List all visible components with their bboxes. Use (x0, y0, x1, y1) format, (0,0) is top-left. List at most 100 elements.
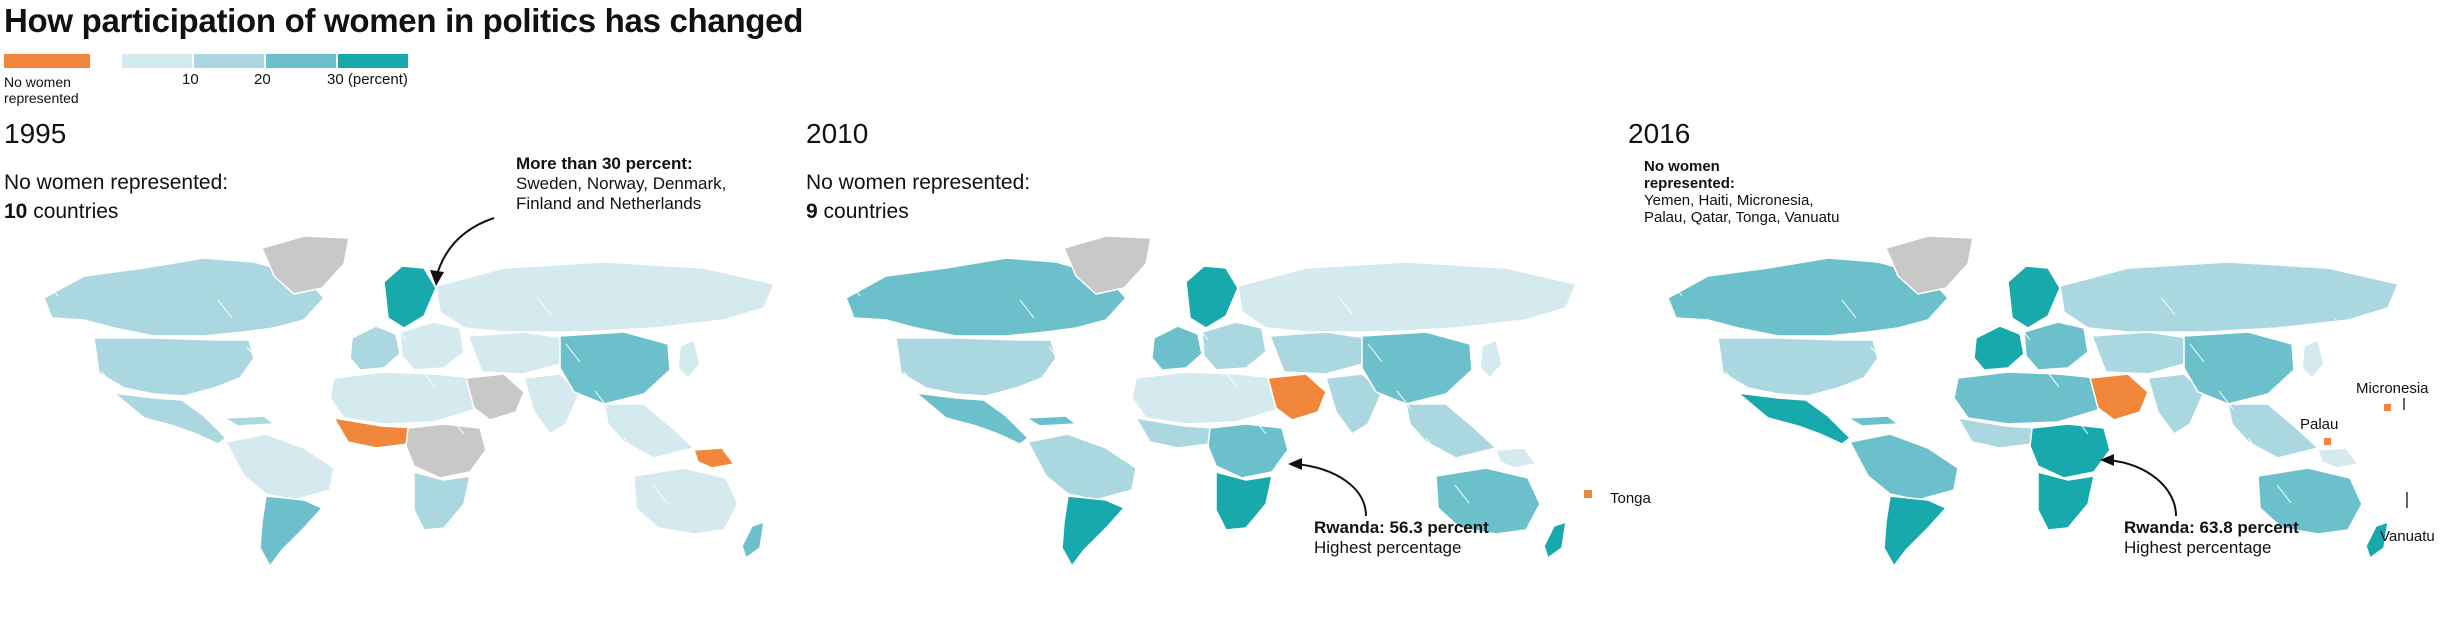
border-line (2073, 415, 2089, 435)
legend-swatch-0-10 (122, 54, 192, 68)
island-label-micronesia: Micronesia (2356, 380, 2429, 397)
region-china-2016 (2183, 331, 2295, 405)
region-cafrica-1995 (405, 423, 487, 479)
border-line (478, 462, 494, 482)
legend-swatch-30-plus (338, 54, 408, 68)
border-line (304, 440, 320, 460)
marker-micronesia (2384, 404, 2391, 411)
border-line (159, 465, 175, 485)
border-line (1754, 418, 1770, 438)
border-line (1396, 390, 1412, 410)
region-usa-2016 (1717, 337, 1879, 397)
border-line (217, 299, 233, 319)
border-line (507, 509, 523, 529)
region-china-2010 (1361, 331, 1473, 405)
region-scand-2010 (1185, 265, 1239, 329)
border-line (2102, 462, 2118, 482)
border-line (903, 371, 919, 391)
region-russia-1995 (435, 261, 776, 333)
island-label-tonga: Tonga (1610, 490, 1651, 507)
region-nafrica-1995 (329, 371, 475, 425)
panel-2010: 2010 No women represented: 9 countries T… (806, 118, 1651, 638)
region-png-2010 (1494, 447, 1538, 469)
summary-head-2016-line1: No women (1644, 158, 1720, 175)
border-line (739, 365, 755, 385)
marker-palau (2324, 438, 2331, 445)
border-line (246, 346, 262, 366)
border-line (845, 277, 861, 297)
border-line (2276, 484, 2292, 504)
region-png-1995 (692, 447, 736, 469)
region-seasia-1995 (603, 403, 696, 459)
region-weu-2016 (1973, 325, 2025, 371)
region-eeu-2016 (2023, 321, 2089, 371)
legend-swatch-no-women (4, 54, 90, 68)
region-na-north-2016 (1667, 257, 1950, 337)
border-line (652, 484, 668, 504)
legend-tick-30: 30 (percent) (327, 71, 408, 88)
world-map-2016 (1667, 235, 2400, 568)
border-line (1672, 412, 1688, 432)
border-line (275, 393, 291, 413)
border-line (1512, 318, 1528, 338)
region-carib-2010 (1023, 415, 1079, 427)
region-sa-north-1995 (224, 433, 335, 501)
legend-tick-20: 20 (254, 71, 271, 88)
region-sa-south-2010 (1061, 495, 1126, 568)
island-markers-2016 (2324, 398, 2408, 508)
border-line (1783, 465, 1799, 485)
arrow-2010 (1288, 458, 1367, 517)
annotation-head-2010: Rwanda: 56.3 percent (1314, 518, 1489, 537)
region-weu-1995 (349, 325, 401, 371)
border-line (565, 343, 581, 363)
region-safrica-2016 (2037, 471, 2095, 531)
border-line (1251, 415, 1267, 435)
annotation-2016: Rwanda: 63.8 percent Highest percentage (2124, 518, 2299, 558)
region-usa-2010 (895, 337, 1057, 397)
region-russia-2016 (2059, 261, 2400, 333)
region-nz-2010 (1543, 520, 1567, 560)
summary-unit-1995: countries (33, 200, 119, 223)
arrow-1995 (430, 217, 495, 286)
border-line (130, 418, 146, 438)
region-scand-1995 (383, 265, 437, 329)
border-line (2160, 296, 2176, 316)
border-line (623, 437, 639, 457)
legend-swatch-20-30 (266, 54, 336, 68)
summary-head-2016-line2: represented: (1644, 175, 1735, 192)
border-line (1841, 299, 1857, 319)
border-line (1367, 343, 1383, 363)
border-line (1193, 321, 1209, 341)
border-line (1870, 346, 1886, 366)
region-sa-south-2016 (1883, 495, 1948, 568)
region-greenland-2016 (1884, 235, 1974, 295)
border-line (1309, 509, 1325, 529)
border-line (1077, 393, 1093, 413)
border-line (594, 390, 610, 410)
summary-2016: No women represented: Yemen, Haiti, Micr… (1644, 158, 1839, 226)
border-line (1222, 368, 1238, 388)
region-nz-1995 (741, 520, 765, 560)
border-line (1048, 346, 1064, 366)
border-line (43, 277, 59, 297)
region-cafrica-2016 (2029, 423, 2111, 479)
summary-count-1995: 10 (4, 200, 28, 223)
region-sa-south-1995 (259, 495, 324, 568)
region-mexico-2010 (913, 391, 1030, 445)
region-mideast-1995 (465, 373, 525, 421)
border-line (1541, 365, 1557, 385)
summary-label-1995: No women represented: (4, 171, 229, 194)
border-line (391, 321, 407, 341)
border-line (932, 418, 948, 438)
region-russia-2010 (1237, 261, 1578, 333)
region-weu-2010 (1151, 325, 1203, 371)
region-mideast-2010 (1267, 373, 1327, 421)
border-line (1957, 487, 1973, 507)
summary-label-2010: No women represented: (806, 171, 1031, 194)
annotation-1995: More than 30 percent: Sweden, Norway, De… (516, 154, 726, 214)
annotation-body-1995-line2: Finland and Netherlands (516, 194, 702, 213)
region-sasia-2010 (1325, 373, 1383, 436)
region-eeu-2010 (1201, 321, 1267, 371)
annotation-body-2016: Highest percentage (2124, 538, 2272, 557)
annotation-2010: Rwanda: 56.3 percent Highest percentage (1314, 518, 1489, 558)
